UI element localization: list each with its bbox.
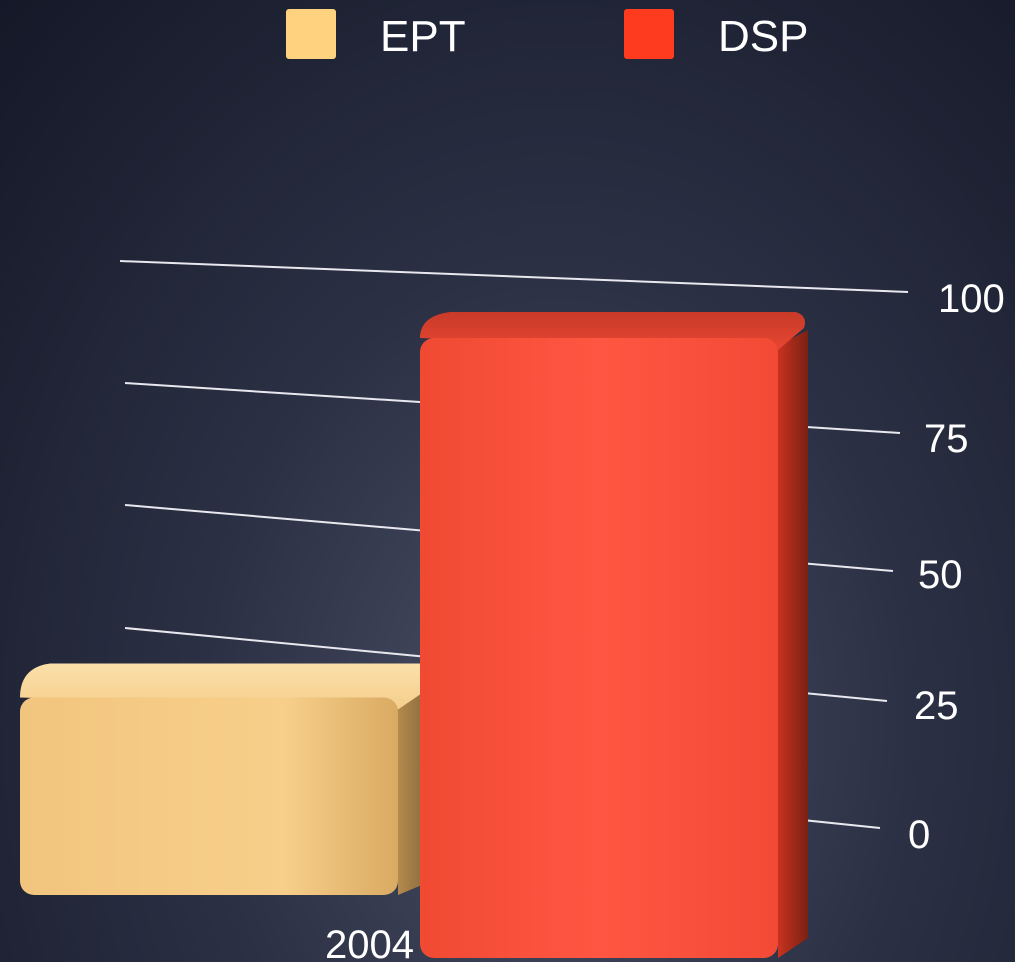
legend: EPT DSP: [286, 9, 808, 61]
y-axis: 100 75 50 25 0: [908, 277, 1005, 857]
legend-swatch-dsp: [624, 9, 674, 59]
legend-label-ept: EPT: [380, 12, 466, 61]
bar-ept-2004: [20, 663, 446, 895]
y-tick-25: 25: [914, 684, 959, 728]
gridline-100: [119, 260, 909, 293]
x-category-2004: 2004: [325, 923, 414, 962]
y-tick-75: 75: [924, 417, 969, 461]
y-tick-50: 50: [918, 553, 963, 597]
y-tick-100: 100: [938, 277, 1005, 321]
y-tick-0: 0: [908, 813, 930, 857]
bar-dsp-2004: [420, 312, 808, 958]
legend-swatch-ept: [286, 9, 336, 59]
legend-label-dsp: DSP: [718, 12, 808, 61]
bars: [20, 312, 808, 958]
